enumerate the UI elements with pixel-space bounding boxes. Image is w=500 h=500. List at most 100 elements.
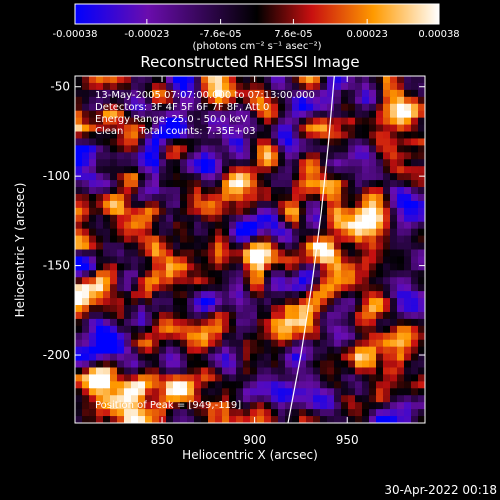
heatmap-cell [89, 284, 97, 292]
heatmap-cell [187, 235, 195, 244]
heatmap-cell [117, 305, 125, 313]
heatmap-cell [383, 353, 391, 362]
heatmap-cell [194, 284, 202, 292]
heatmap-cell [194, 145, 202, 153]
heatmap-cell [362, 256, 370, 264]
heatmap-cell [292, 395, 300, 403]
heatmap-cell [341, 138, 349, 146]
heatmap-cell [173, 305, 181, 313]
heatmap-cell [201, 318, 209, 327]
heatmap-cell [173, 221, 181, 230]
heatmap-cell [341, 339, 349, 348]
heatmap-cell [278, 311, 286, 320]
heatmap-cell [229, 152, 237, 160]
heatmap-cell [404, 381, 412, 389]
heatmap-cell [222, 416, 230, 423]
heatmap-cell [341, 381, 349, 389]
heatmap-cell [138, 360, 146, 369]
heatmap-cell [320, 332, 328, 341]
heatmap-cell [313, 96, 321, 105]
heatmap-cell [285, 291, 293, 299]
heatmap-cell [166, 249, 174, 258]
heatmap-cell [124, 117, 132, 126]
heatmap-cell [222, 166, 230, 174]
heatmap-cell [159, 353, 167, 362]
heatmap-cell [278, 416, 286, 423]
heatmap-cell [306, 277, 314, 285]
heatmap-cell [327, 187, 335, 195]
heatmap-cell [222, 110, 230, 119]
heatmap-cell [89, 263, 97, 271]
heatmap-cell [292, 367, 300, 376]
heatmap-cell [348, 263, 356, 271]
heatmap-cell [404, 291, 412, 299]
heatmap-cell [138, 249, 146, 258]
heatmap-cell [264, 110, 272, 119]
heatmap-cell [201, 249, 209, 258]
heatmap-cell [103, 284, 111, 292]
heatmap-cell [306, 325, 314, 334]
heatmap-cell [292, 284, 300, 292]
heatmap-cell [117, 221, 125, 230]
heatmap-cell [75, 110, 83, 119]
heatmap-cell [145, 395, 153, 403]
heatmap-cell [390, 249, 398, 258]
heatmap-cell [292, 325, 300, 334]
heatmap-cell [292, 187, 300, 195]
heatmap-cell [404, 270, 412, 278]
heatmap-cell [243, 374, 251, 382]
heatmap-cell [285, 200, 293, 209]
heatmap-cell [362, 416, 370, 423]
heatmap-cell [257, 124, 265, 133]
heatmap-cell [264, 409, 272, 417]
heatmap-cell [243, 409, 251, 417]
heatmap-cell [236, 346, 244, 355]
heatmap-cell [152, 332, 160, 341]
heatmap-cell [187, 103, 195, 112]
heatmap-cell [383, 277, 391, 285]
heatmap-cell [376, 159, 384, 167]
heatmap-cell [243, 256, 251, 264]
heatmap-cell [243, 145, 251, 153]
heatmap-cell [250, 124, 258, 133]
heatmap-cell [334, 173, 342, 181]
heatmap-cell [355, 381, 363, 389]
heatmap-cell [369, 221, 377, 230]
heatmap-cell [173, 270, 181, 278]
heatmap-cell [285, 402, 293, 410]
heatmap-cell [159, 187, 167, 195]
heatmap-cell [166, 339, 174, 348]
heatmap-cell [75, 166, 83, 174]
heatmap-cell [131, 325, 139, 334]
heatmap-cell [236, 110, 244, 119]
heatmap-cell [355, 256, 363, 264]
heatmap-cell [341, 332, 349, 341]
heatmap-cell [138, 325, 146, 334]
heatmap-cell [404, 235, 412, 244]
heatmap-cell [362, 242, 370, 251]
heatmap-cell [145, 76, 153, 84]
heatmap-cell [236, 311, 244, 320]
heatmap-cell [299, 381, 307, 389]
heatmap-cell [75, 332, 83, 341]
heatmap-cell [292, 214, 300, 223]
heatmap-cell [194, 374, 202, 382]
heatmap-cell [397, 193, 405, 202]
heatmap-cell [152, 291, 160, 299]
heatmap-cell [159, 96, 167, 105]
heatmap-cell [411, 318, 419, 327]
heatmap-cell [376, 117, 384, 126]
heatmap-cell [397, 166, 405, 174]
heatmap-cell [292, 339, 300, 348]
heatmap-cell [278, 221, 286, 230]
heatmap-cell [362, 82, 370, 91]
heatmap-cell [320, 82, 328, 91]
heatmap-cell [124, 193, 132, 202]
heatmap-cell [376, 187, 384, 195]
heatmap-cell [173, 235, 181, 244]
heatmap-cell [159, 89, 167, 98]
heatmap-cell [397, 228, 405, 237]
heatmap-cell [285, 395, 293, 403]
heatmap-cell [257, 145, 265, 153]
y-tick-label: -200 [43, 348, 70, 362]
